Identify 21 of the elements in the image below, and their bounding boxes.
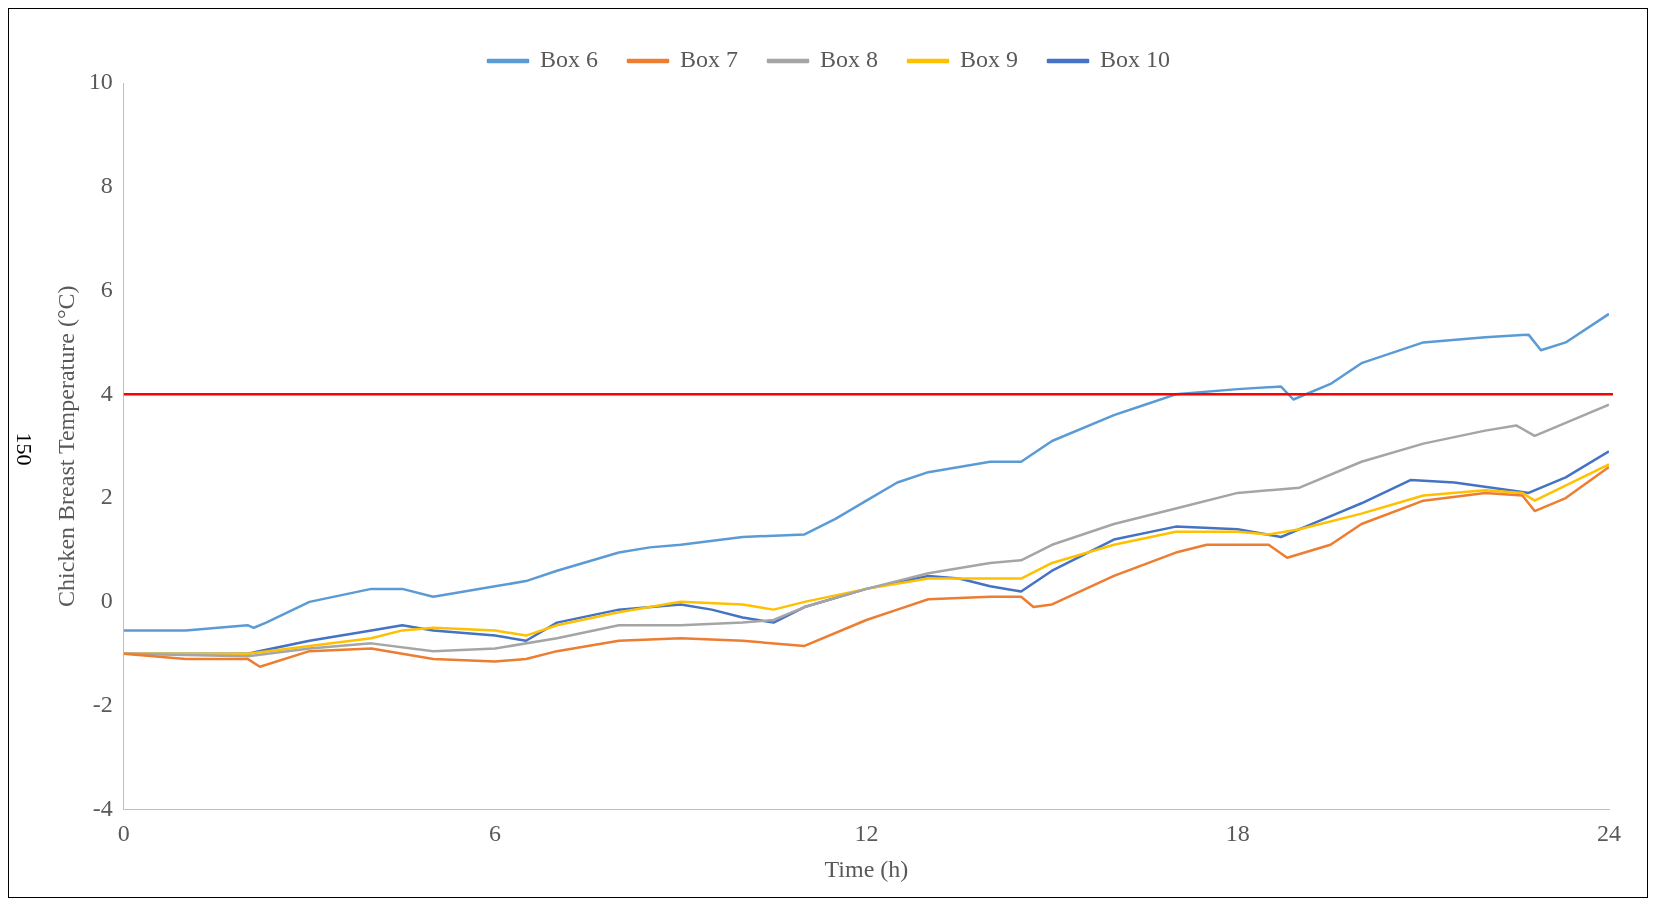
x-tick-label: 24 xyxy=(1597,820,1621,847)
x-tick-label: 18 xyxy=(1225,820,1250,847)
text: 150 xyxy=(12,432,38,466)
legend-label: Box 10 xyxy=(1100,46,1171,73)
x-axis-title: Time (h) xyxy=(824,855,909,882)
y-tick-label: 2 xyxy=(100,483,113,510)
y-tick-label: -4 xyxy=(92,794,113,821)
y-tick-label: 0 xyxy=(100,587,113,614)
x-tick-label: 6 xyxy=(489,820,502,847)
legend-label: Box 6 xyxy=(539,46,598,73)
legend-label: Box 8 xyxy=(820,46,879,73)
y-tick-label: 6 xyxy=(100,275,113,302)
y-tick-label: 8 xyxy=(100,172,113,199)
x-tick-label: 0 xyxy=(117,820,130,847)
y-tick-label: 4 xyxy=(100,379,113,406)
y-tick-label: 10 xyxy=(88,68,113,95)
legend-label: Box 7 xyxy=(679,46,738,73)
x-tick-label: 12 xyxy=(854,820,879,847)
y-tick-label: -2 xyxy=(92,690,113,717)
y-axis-title: Chicken Breast Temperature (°C) xyxy=(52,285,79,607)
legend-label: Box 9 xyxy=(960,46,1019,73)
